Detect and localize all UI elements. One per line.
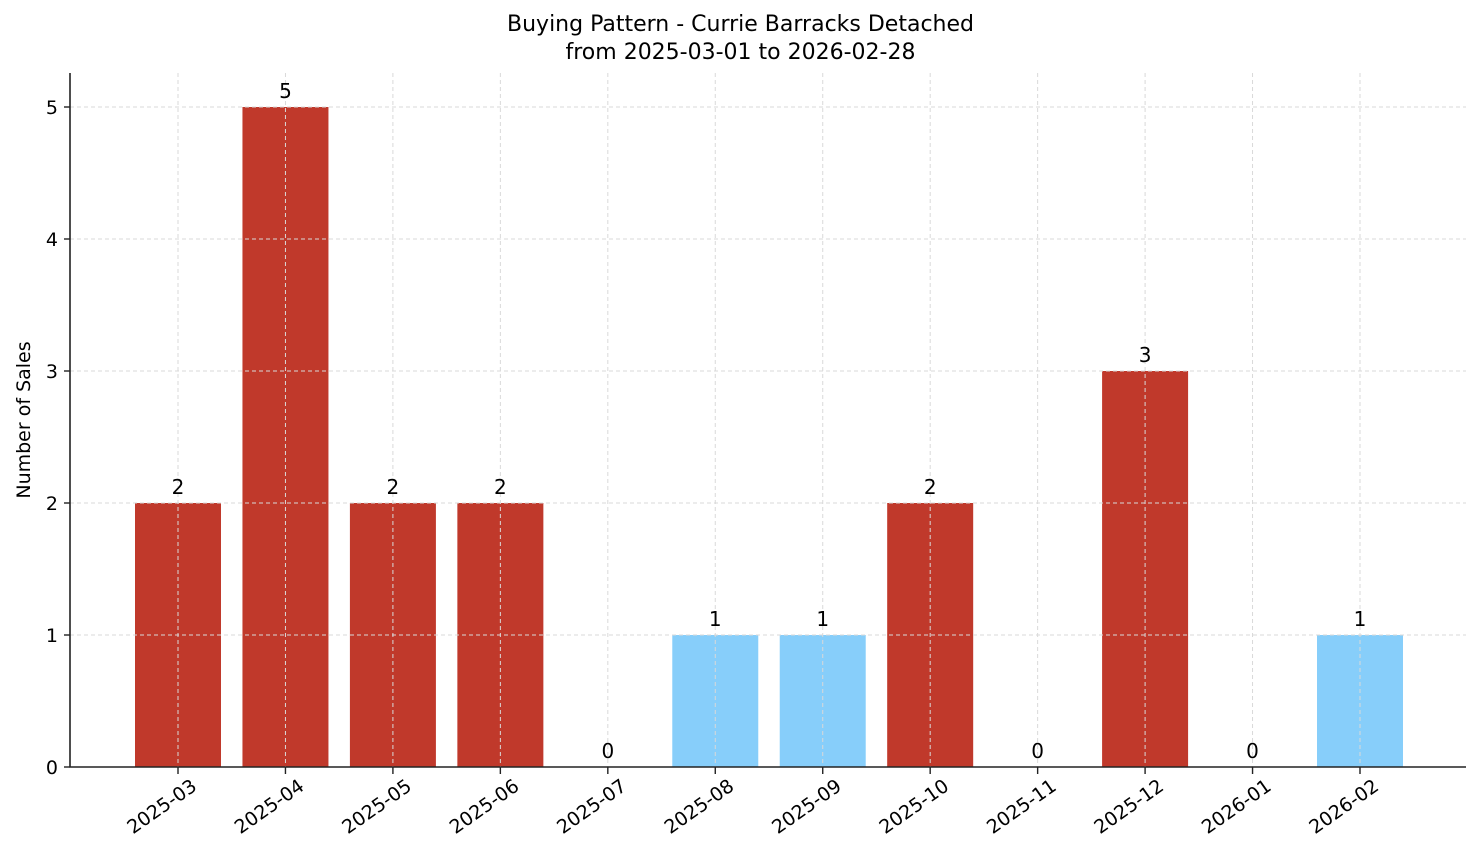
- gridlines: [70, 73, 1466, 767]
- bars: [135, 107, 1403, 767]
- x-tick-label: 2025-03: [123, 775, 201, 839]
- x-tick-label: 2025-06: [446, 775, 524, 839]
- bar-value-label: 3: [1139, 343, 1152, 367]
- y-tick-label: 3: [46, 361, 58, 383]
- y-tick-label: 4: [46, 229, 58, 251]
- x-tick-label: 2025-10: [875, 775, 953, 839]
- y-tick-label: 1: [46, 625, 58, 647]
- bar-value-label: 1: [816, 607, 829, 631]
- bar-value-label: 0: [601, 739, 614, 763]
- bar-value-label: 2: [494, 475, 507, 499]
- bar-value-label: 2: [172, 475, 185, 499]
- y-tick-label: 2: [46, 493, 58, 515]
- y-tick-label: 5: [46, 97, 58, 119]
- x-tick-label: 2026-02: [1305, 775, 1383, 839]
- x-tick-label: 2025-12: [1090, 775, 1168, 839]
- bar-value-label: 2: [387, 475, 400, 499]
- chart-title: Buying Pattern - Currie Barracks Detache…: [507, 12, 974, 37]
- bar-value-label: 0: [1031, 739, 1044, 763]
- bar-value-label: 2: [924, 475, 937, 499]
- x-tick-label: 2026-01: [1198, 775, 1276, 839]
- bar-value-label: 0: [1246, 739, 1259, 763]
- x-tick-label: 2025-09: [768, 775, 846, 839]
- bar-value-label: 1: [1354, 607, 1367, 631]
- data-labels: 2 5 2 2 0 1 1 2 0 3 0 1: [172, 79, 1367, 763]
- x-tick-label: 2025-04: [231, 775, 309, 839]
- bar-value-label: 1: [709, 607, 722, 631]
- x-tick-label: 2025-08: [660, 775, 738, 839]
- x-tick-label: 2025-05: [338, 775, 416, 839]
- x-tick-label: 2025-07: [553, 775, 631, 839]
- y-tick-label: 0: [46, 757, 58, 779]
- x-tick-label: 2025-11: [983, 775, 1061, 839]
- bar-value-label: 5: [279, 79, 292, 103]
- y-axis-label: Number of Sales: [13, 341, 35, 498]
- chart-subtitle: from 2025-03-01 to 2026-02-28: [565, 40, 916, 65]
